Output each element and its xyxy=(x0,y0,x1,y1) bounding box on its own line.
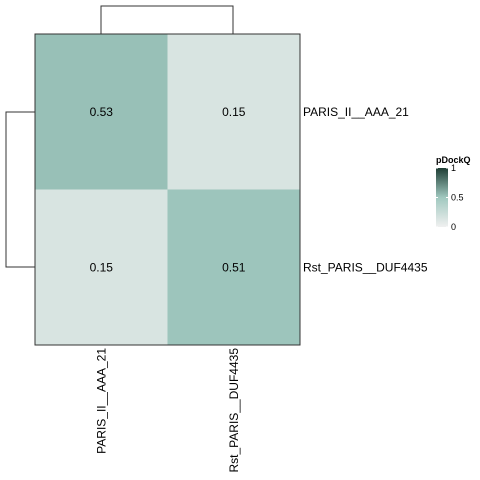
column-labels: PARIS_II__AAA_21 Rst_PARIS__DUF4435 xyxy=(94,348,241,473)
heatmap-cells xyxy=(35,34,300,345)
row-label: Rst_PARIS__DUF4435 xyxy=(303,260,428,274)
heatmap-border xyxy=(34,33,301,346)
cell-value-label: 0.51 xyxy=(222,260,246,274)
heatmap-cell xyxy=(35,189,168,345)
column-label: PARIS_II__AAA_21 xyxy=(94,348,108,454)
legend-ticks: 10.50 xyxy=(436,163,464,232)
legend-title: pDockQ xyxy=(436,155,471,165)
column-label: Rst_PARIS__DUF4435 xyxy=(227,348,241,473)
row-dendrogram xyxy=(5,111,35,268)
column-dendrogram xyxy=(100,5,234,34)
row-labels: PARIS_II__AAA_21 Rst_PARIS__DUF4435 xyxy=(303,105,428,275)
legend-tick-label: 1 xyxy=(451,163,456,173)
legend-tick-label: 0 xyxy=(451,222,456,232)
heatmap-cell xyxy=(35,34,168,190)
heatmap-cell xyxy=(167,34,300,190)
legend-colorbar xyxy=(436,168,448,227)
cell-value-label: 0.53 xyxy=(90,105,114,119)
heatmap-cell xyxy=(167,189,300,345)
legend-tick-label: 0.5 xyxy=(451,193,464,203)
cell-labels: 0.53 0.15 0.15 0.51 xyxy=(90,105,246,275)
cell-value-label: 0.15 xyxy=(90,260,114,274)
cell-value-label: 0.15 xyxy=(222,105,246,119)
row-label: PARIS_II__AAA_21 xyxy=(303,105,409,119)
color-legend: pDockQ 10.50 xyxy=(436,155,471,232)
